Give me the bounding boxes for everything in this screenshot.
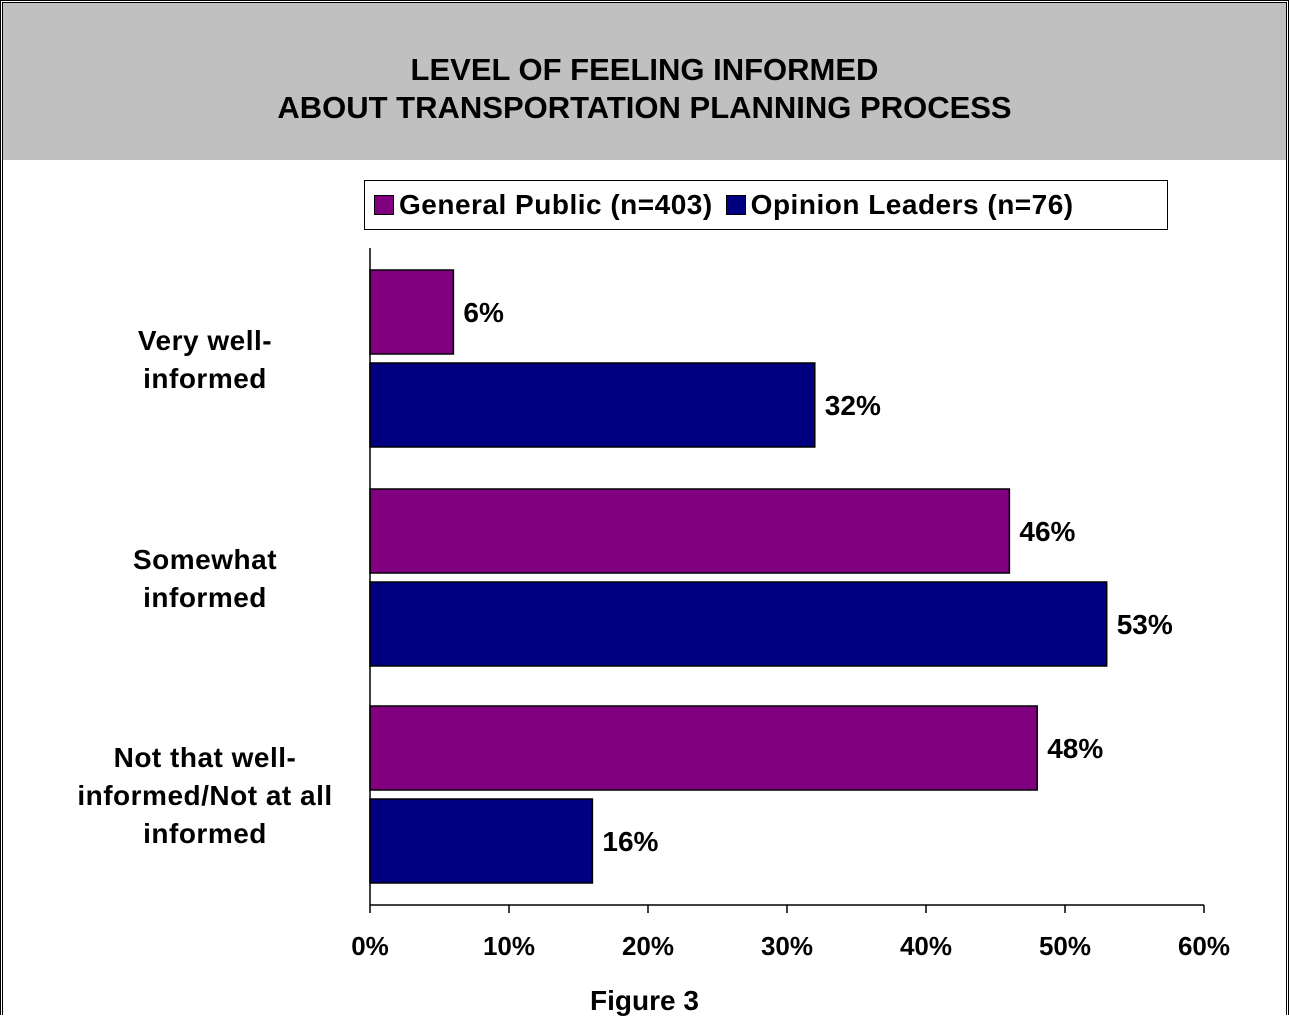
bar-general-public-not-that-well-informed-not-at-all-informed [369, 705, 1038, 791]
x-tick-label-30: 30% [761, 931, 813, 961]
category-label-not-that-well-informed-not-at-all-informed-line-2: informed/Not at all [77, 780, 332, 811]
x-tick-label-0: 0% [351, 931, 389, 961]
x-tick-label-50: 50% [1039, 931, 1091, 961]
chart-legend: General Public (n=403) Opinion Leaders (… [364, 180, 1168, 230]
data-label-general-public-somewhat-informed: 46% [1019, 516, 1075, 547]
x-tick-label-60: 60% [1178, 931, 1230, 961]
legend-item-general-public: General Public (n=403) [374, 189, 713, 221]
legend-label-general-public: General Public (n=403) [399, 189, 713, 220]
data-label-general-public-not-that-well-informed-not-at-all-informed: 48% [1047, 733, 1103, 764]
category-label-very-well-informed-line-1: Very well- [138, 325, 272, 356]
bar-opinion-leaders-somewhat-informed [369, 581, 1108, 667]
data-label-general-public-very-well-informed: 6% [463, 297, 504, 328]
figure-caption: Figure 3 [590, 985, 699, 1016]
legend-item-opinion-leaders: Opinion Leaders (n=76) [725, 189, 1074, 221]
bar-opinion-leaders-not-that-well-informed-not-at-all-informed [369, 798, 594, 884]
x-tick-label-10: 10% [483, 931, 535, 961]
data-label-opinion-leaders-very-well-informed: 32% [825, 390, 881, 421]
bar-opinion-leaders-very-well-informed [369, 362, 816, 448]
data-label-opinion-leaders-somewhat-informed: 53% [1117, 609, 1173, 640]
chart-title-line-2: ABOUT TRANSPORTATION PLANNING PROCESS [277, 90, 1012, 125]
category-label-very-well-informed-line-2: informed [143, 363, 267, 394]
data-label-opinion-leaders-not-that-well-informed-not-at-all-informed: 16% [602, 826, 658, 857]
chart-header: LEVEL OF FEELING INFORMED ABOUT TRANSPOR… [3, 3, 1286, 160]
category-label-somewhat-informed-line-2: informed [143, 582, 267, 613]
legend-label-opinion-leaders: Opinion Leaders (n=76) [750, 189, 1074, 220]
category-label-not-that-well-informed-not-at-all-informed-line-1: Not that well- [114, 742, 297, 773]
x-tick-label-40: 40% [900, 931, 952, 961]
bar-general-public-very-well-informed [369, 269, 455, 355]
chart-title: LEVEL OF FEELING INFORMED ABOUT TRANSPOR… [3, 51, 1286, 127]
legend-swatch-opinion-leaders [725, 195, 746, 215]
category-label-not-that-well-informed-not-at-all-informed-line-3: informed [143, 818, 267, 849]
x-tick-label-20: 20% [622, 931, 674, 961]
legend-swatch-general-public [374, 195, 394, 215]
bar-general-public-somewhat-informed [369, 488, 1011, 574]
category-label-somewhat-informed-line-1: Somewhat [133, 544, 277, 575]
chart-title-line-1: LEVEL OF FEELING INFORMED [410, 52, 879, 87]
